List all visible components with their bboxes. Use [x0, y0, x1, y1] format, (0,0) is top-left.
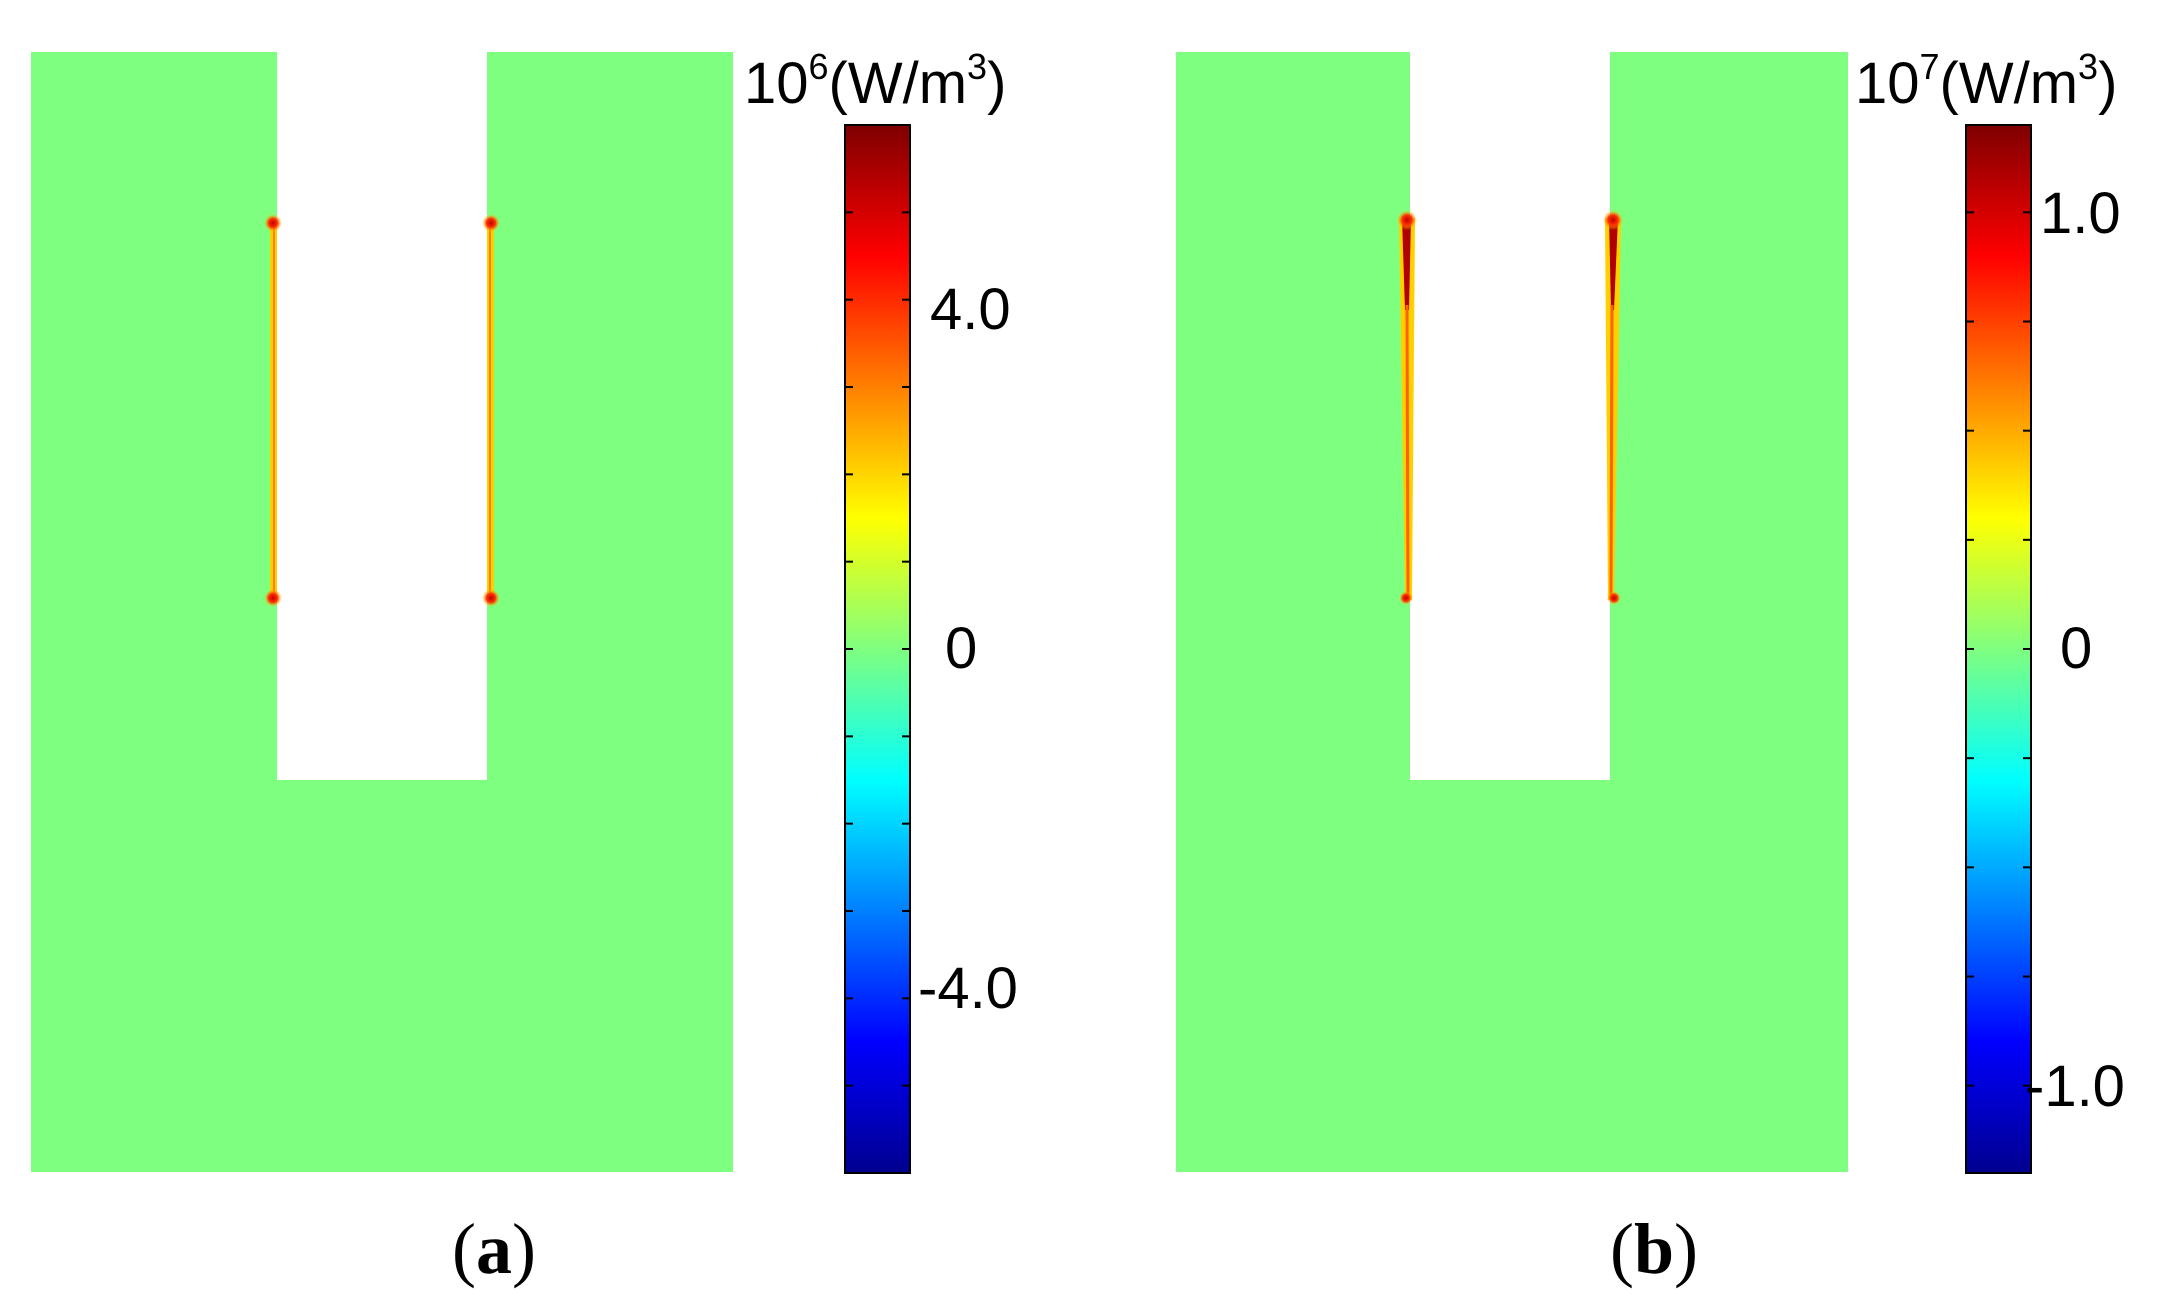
- panel-label-b: (b): [1610, 1209, 1698, 1289]
- panel-a: 4.0 0 -4.0 106(W/m3) (a): [31, 46, 1018, 1289]
- edge-mid-right-b: [1609, 304, 1614, 596]
- hotspot-bottom-right-b: [1607, 591, 1621, 605]
- hotspot-top-right-b: [1603, 210, 1623, 230]
- unit-power-b: 3: [2078, 46, 2098, 87]
- colorbar-ticks-b: [1966, 211, 2031, 1087]
- edge-core-right-b: [1609, 218, 1618, 310]
- panel-letter-a: a: [476, 1209, 512, 1289]
- hotspot-bottom-left-a: [264, 589, 282, 607]
- colorbar-unit-a: 106(W/m3): [744, 46, 1006, 116]
- panel-label-a: (a): [452, 1209, 536, 1289]
- panel-b: 1.0 0 -1.0 107(W/m3) (b): [1176, 46, 2125, 1289]
- colorbar-gradient-b: [1965, 124, 2032, 1174]
- hotspot-top-right-a: [482, 214, 500, 232]
- tick-label-b-2: -1.0: [2025, 1054, 2125, 1119]
- unit-text-a: (W/m: [829, 51, 968, 116]
- panel-letter-b: b: [1634, 1209, 1674, 1289]
- colorbar-unit-b: 107(W/m3): [1855, 46, 2117, 116]
- hotspot-top-left-b: [1397, 210, 1417, 230]
- hotspot-bottom-right-a: [482, 589, 500, 607]
- unit-base-a: 10: [744, 51, 809, 116]
- tick-label-a-2: -4.0: [918, 956, 1018, 1021]
- hotspot-bottom-left-b: [1399, 591, 1413, 605]
- colorbar-ticks-a: [845, 211, 910, 1087]
- colorbar-a: 4.0 0 -4.0 106(W/m3): [744, 46, 1018, 1174]
- field-map-b: [1176, 52, 1848, 1172]
- unit-base-b: 10: [1855, 51, 1920, 116]
- unit-power-a: 3: [967, 46, 987, 87]
- edge-core-left-b: [1402, 218, 1411, 310]
- tick-label-a-1: 0: [945, 616, 977, 681]
- unit-exponent-b: 7: [1920, 46, 1940, 87]
- unit-exponent-a: 6: [809, 46, 829, 87]
- unit-close-a: ): [987, 51, 1006, 116]
- hotspot-top-left-a: [264, 214, 282, 232]
- tick-label-b-0: 1.0: [2040, 181, 2121, 246]
- field-map-a: [31, 52, 733, 1172]
- tick-label-b-1: 0: [2060, 616, 2092, 681]
- unit-close-b: ): [2098, 51, 2117, 116]
- edge-mid-left-b: [1405, 304, 1410, 596]
- unit-text-b: (W/m: [1940, 51, 2079, 116]
- tick-label-a-0: 4.0: [930, 277, 1011, 342]
- colorbar-gradient-a: [844, 124, 911, 1174]
- colorbar-b: 1.0 0 -1.0 107(W/m3): [1855, 46, 2125, 1174]
